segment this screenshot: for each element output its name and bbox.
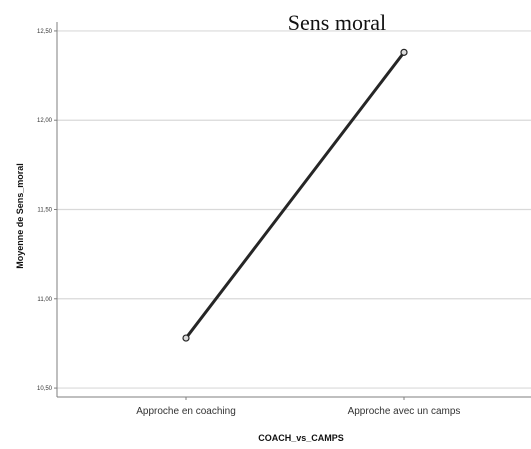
y-tick-label: 12,00 [37, 118, 53, 124]
y-tick-label: 11,50 [37, 208, 52, 214]
x-axis-title: COACH_vs_CAMPS [258, 433, 344, 443]
data-point [400, 48, 408, 56]
chart-title: Sens moral [288, 10, 386, 35]
y-tick-labels: 10,50 11,00 11,50 12,00 12,50 [37, 29, 57, 392]
x-tick-label: Approche avec un camps [348, 406, 461, 417]
y-tick-label: 11,00 [37, 297, 52, 303]
x-tick-label: Approche en coaching [136, 406, 236, 417]
data-point [182, 334, 190, 342]
y-tick-label: 10,50 [37, 386, 53, 392]
x-tick-labels: Approche en coaching Approche avec un cam… [136, 397, 460, 417]
y-axis-title: Moyenne de Sens_moral [15, 163, 25, 269]
series-line [184, 50, 406, 340]
y-tick-label: 12,50 [37, 29, 53, 35]
gridlines [57, 30, 531, 389]
series-group [182, 48, 408, 342]
